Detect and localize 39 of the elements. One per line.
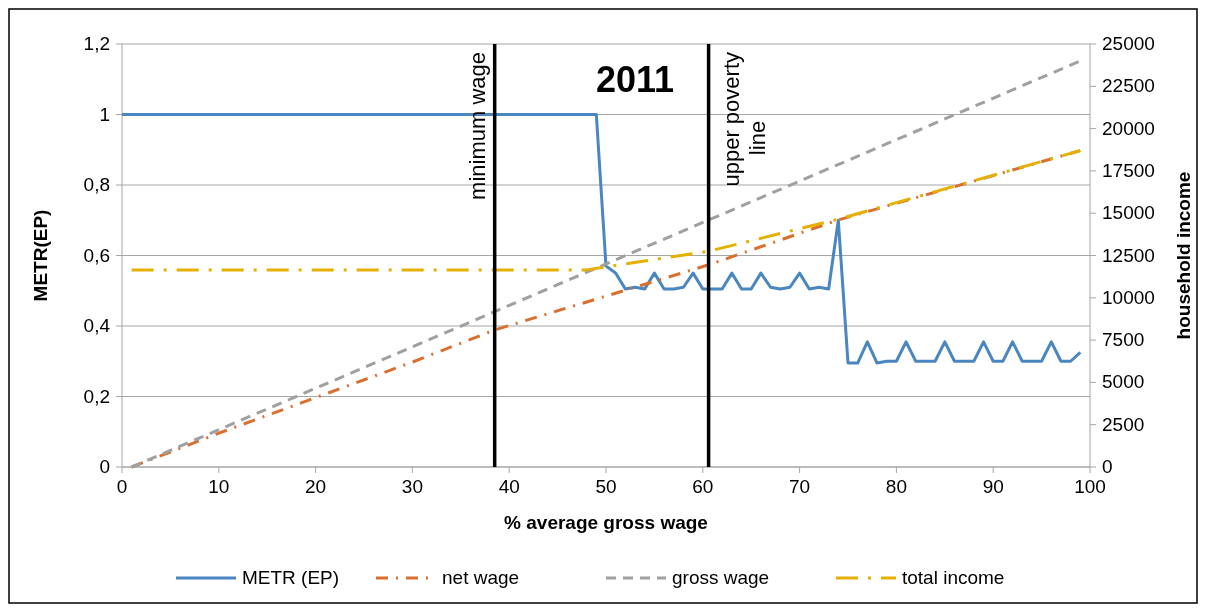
y2-axis-title: household income [1173, 171, 1194, 340]
legend-label: METR (EP) [242, 567, 340, 588]
y-tick-label: 0,6 [83, 244, 110, 266]
y-tick-label: 0 [99, 456, 110, 477]
y2-tick-label: 25000 [1102, 33, 1155, 54]
x-tick-label: 60 [692, 476, 714, 497]
y2-tick-label: 7500 [1102, 329, 1145, 351]
y-tick-label: 0,8 [83, 174, 110, 195]
x-tick-label: 10 [208, 476, 230, 497]
x-tick-label: 50 [595, 476, 617, 497]
y2-tick-label: 10000 [1102, 286, 1155, 308]
ref-line-label: upper poverty line [718, 52, 770, 187]
x-tick-label: 80 [885, 476, 907, 497]
y2-tick-label: 2500 [1102, 413, 1145, 435]
y2-tick-label: 5000 [1102, 371, 1145, 393]
legend-label: total income [902, 567, 1005, 588]
legend-label: net wage [442, 567, 520, 588]
y-tick-label: 1,2 [83, 33, 110, 54]
y2-tick-label: 22500 [1102, 75, 1155, 97]
y2-tick-label: 20000 [1102, 117, 1155, 139]
x-tick-label: 40 [498, 476, 520, 497]
x-tick-label: 0 [116, 476, 128, 497]
y2-tick-label: 17500 [1102, 159, 1155, 181]
x-tick-label: 20 [305, 476, 327, 497]
y2-tick-label: 15000 [1102, 202, 1155, 224]
y2-tick-label: 0 [1102, 456, 1113, 477]
ref-line-label: minimum wage [464, 52, 490, 200]
x-axis-title: % average gross wage [504, 512, 708, 533]
y-tick-label: 0,4 [83, 315, 111, 336]
y-axis-title: METR(EP) [30, 209, 51, 302]
y-tick-label: 0,2 [83, 385, 110, 407]
legend-label: gross wage [672, 567, 770, 588]
chart-title: 2011 [595, 59, 675, 100]
x-tick-label: 100 [1074, 476, 1106, 497]
x-tick-label: 30 [401, 476, 423, 497]
x-tick-label: 70 [789, 476, 811, 497]
x-tick-label: 90 [982, 476, 1004, 497]
y-tick-label: 1 [99, 103, 110, 125]
y2-tick-label: 12500 [1102, 244, 1155, 266]
